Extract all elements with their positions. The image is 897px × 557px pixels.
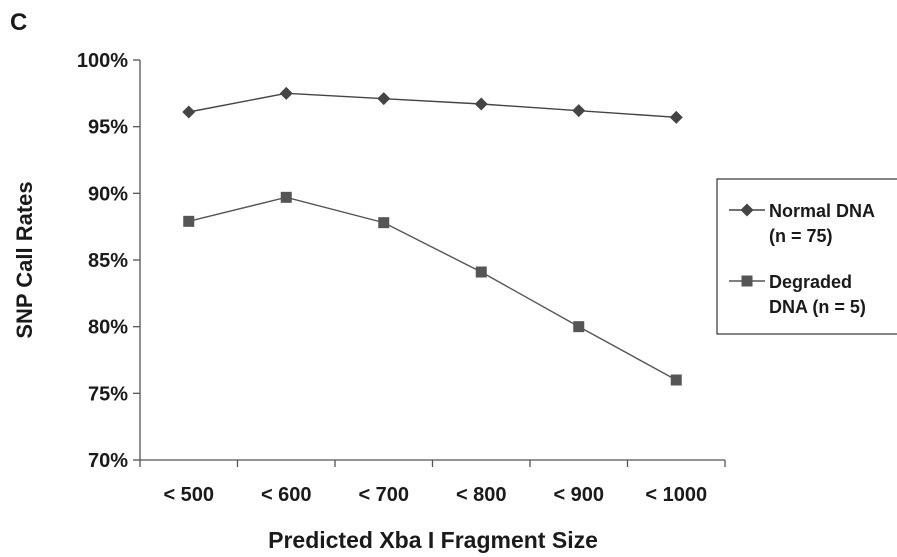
legend-label: Degraded	[769, 272, 852, 292]
y-axis-title: SNP Call Rates	[12, 181, 37, 338]
data-point	[279, 86, 293, 100]
y-tick-label: 95%	[88, 117, 128, 139]
y-tick-label: 70%	[88, 450, 128, 472]
y-tick-label: 100%	[77, 50, 128, 72]
x-tick-label: < 600	[261, 484, 312, 506]
data-point	[670, 374, 682, 386]
legend-marker	[741, 275, 753, 287]
x-tick-label: < 700	[358, 484, 409, 506]
panel-label: C	[10, 9, 27, 36]
data-point	[475, 266, 487, 278]
data-point	[378, 217, 390, 229]
x-tick-label: < 500	[163, 484, 214, 506]
data-point	[474, 97, 488, 111]
legend-label: (n = 75)	[769, 226, 833, 246]
series-line-2	[188, 196, 677, 381]
y-tick-label: 85%	[88, 250, 128, 272]
legend-label: Normal DNA	[769, 201, 875, 221]
data-point	[377, 92, 391, 106]
x-tick-label: < 1000	[645, 484, 707, 506]
data-point	[573, 321, 585, 333]
series-line-1	[188, 92, 677, 119]
plot-area: 70% 75% 80% 85% 90% 95% 100% < 500 < 600 < 700 < 8…	[77, 50, 726, 506]
x-tick-label: < 900	[553, 484, 604, 506]
legend: Normal DNA (n = 75) Degraded DNA (n = 5)	[716, 178, 897, 335]
x-tick-label: < 800	[456, 484, 507, 506]
data-point	[572, 104, 586, 118]
data-point	[669, 110, 683, 124]
y-tick-label: 75%	[88, 383, 128, 405]
data-point	[182, 105, 196, 119]
data-point	[280, 191, 292, 203]
x-axis-title: Predicted Xba I Fragment Size	[268, 527, 598, 553]
data-point	[183, 215, 195, 227]
y-tick-label: 90%	[88, 183, 128, 205]
legend-label: DNA (n = 5)	[769, 297, 866, 317]
y-tick-label: 80%	[88, 317, 128, 339]
legend-marker	[740, 203, 754, 217]
